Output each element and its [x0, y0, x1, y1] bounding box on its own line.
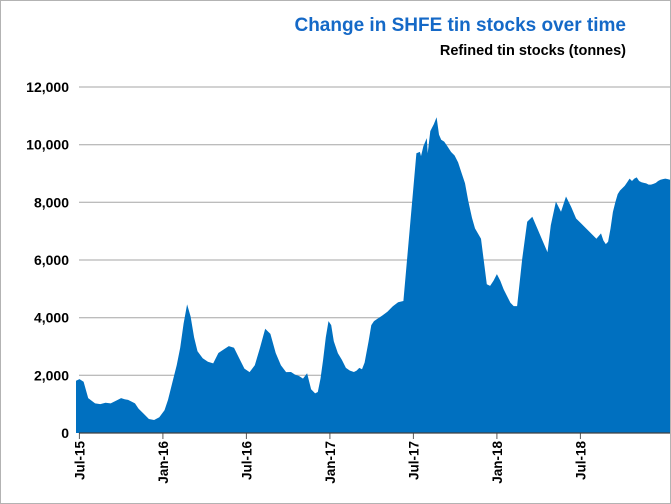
svg-text:6,000: 6,000	[34, 252, 69, 268]
svg-text:10,000: 10,000	[26, 137, 69, 153]
svg-text:8,000: 8,000	[34, 194, 69, 210]
svg-text:Jul-15: Jul-15	[72, 441, 87, 481]
svg-text:2,000: 2,000	[34, 367, 69, 383]
svg-text:12,000: 12,000	[26, 79, 69, 95]
svg-text:Jan-16: Jan-16	[156, 441, 171, 484]
svg-text:Jul-18: Jul-18	[573, 441, 588, 481]
svg-text:Jan-18: Jan-18	[490, 441, 505, 484]
svg-text:Jul-16: Jul-16	[239, 441, 254, 481]
svg-text:4,000: 4,000	[34, 310, 69, 326]
svg-text:0: 0	[61, 425, 69, 441]
svg-text:Jan-17: Jan-17	[323, 441, 338, 484]
svg-text:Jul-17: Jul-17	[406, 441, 421, 480]
